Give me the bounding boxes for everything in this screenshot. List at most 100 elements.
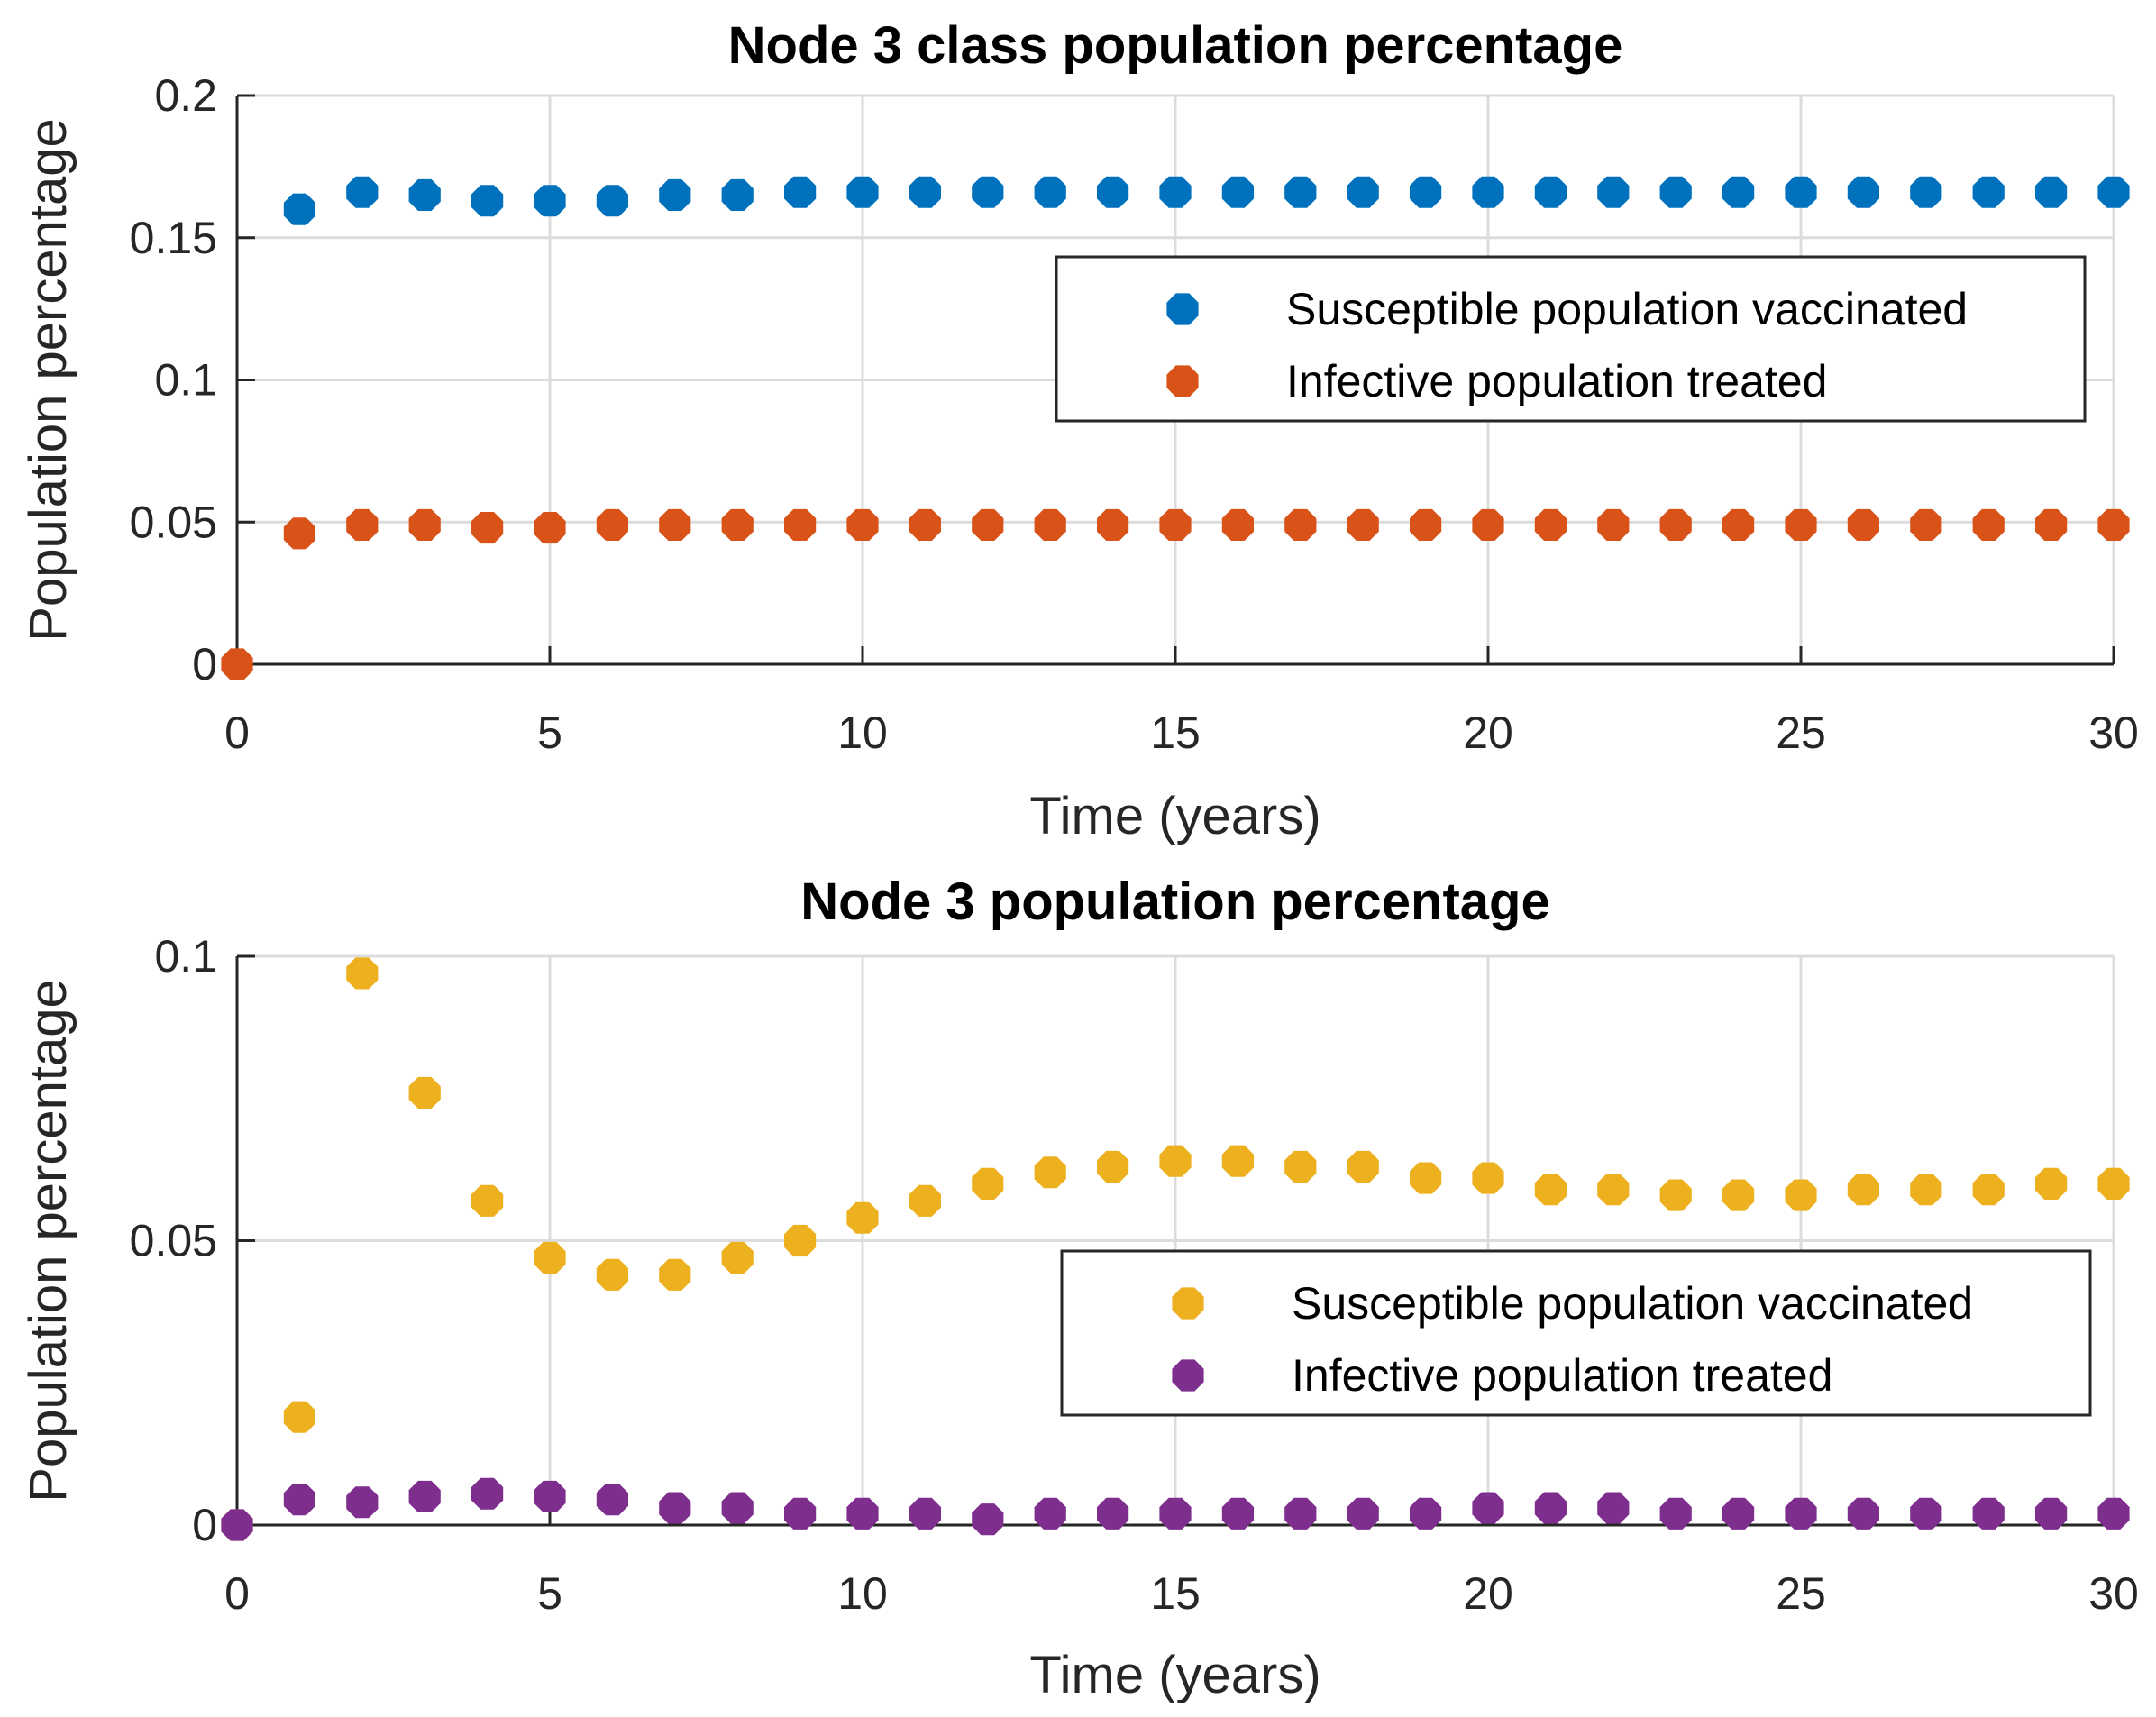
data-point	[909, 1184, 941, 1217]
data-point	[1410, 508, 1442, 541]
data-point	[1722, 1179, 1755, 1211]
data-point	[1597, 1174, 1630, 1206]
x-tick-label: 25	[1776, 708, 1826, 758]
data-point	[2097, 508, 2130, 541]
data-point	[846, 1201, 879, 1234]
data-point	[784, 1224, 817, 1257]
legend: Susceptible population vaccinated Infecti…	[1055, 255, 2087, 423]
data-point	[1410, 176, 1442, 208]
data-point	[408, 508, 441, 541]
data-point	[283, 517, 315, 550]
legend-box	[1055, 255, 2087, 423]
data-point	[1972, 1174, 2005, 1206]
data-point	[1034, 1497, 1066, 1530]
data-point	[471, 185, 504, 217]
data-point	[1221, 508, 1254, 541]
x-tick-label: 5	[537, 1568, 562, 1619]
y-axis-label: Population percentage	[19, 979, 78, 1502]
y-tick-label: 0.2	[154, 70, 217, 121]
x-tick-label: 30	[2088, 708, 2139, 758]
x-tick-label: 15	[1150, 708, 1201, 758]
y-tick-label: 0	[192, 1500, 217, 1550]
data-point	[659, 508, 691, 541]
data-point	[784, 508, 817, 541]
data-point	[1097, 176, 1129, 208]
x-tick-label: 20	[1463, 708, 1513, 758]
data-point	[1659, 1179, 1692, 1211]
data-point	[1847, 176, 1879, 208]
legend-marker	[1172, 1287, 1204, 1320]
data-point	[1472, 508, 1504, 541]
data-point	[1534, 1174, 1567, 1206]
data-point	[408, 1480, 441, 1512]
y-tick-label: 0.1	[154, 931, 217, 982]
data-point	[1347, 1497, 1379, 1530]
data-point	[2035, 176, 2068, 208]
data-point	[2097, 1167, 2130, 1200]
data-point	[721, 508, 754, 541]
data-point	[1722, 508, 1755, 541]
data-point	[659, 1492, 691, 1524]
legend-label: Infective population treated	[1286, 356, 1827, 406]
y-tick-label: 0.05	[130, 1216, 217, 1266]
x-tick-label: 0	[224, 708, 250, 758]
data-point	[2035, 1167, 2068, 1200]
data-point	[972, 508, 1004, 541]
data-point	[1785, 1497, 1817, 1530]
data-point	[721, 178, 754, 211]
data-point	[846, 508, 879, 541]
x-tick-label: 5	[537, 708, 562, 758]
data-point	[1785, 508, 1817, 541]
data-point	[471, 1184, 504, 1217]
data-point	[471, 1477, 504, 1510]
data-point	[221, 648, 253, 680]
x-tick-label: 10	[837, 708, 888, 758]
series-infective-population-treated	[221, 508, 2130, 680]
data-point	[1284, 1150, 1317, 1183]
data-point	[1972, 508, 2005, 541]
data-point	[1410, 1162, 1442, 1194]
data-point	[1534, 176, 1567, 208]
data-point	[1221, 1497, 1254, 1530]
data-point	[534, 185, 566, 217]
data-point	[784, 176, 817, 208]
data-point	[1159, 508, 1192, 541]
data-point	[1159, 176, 1192, 208]
data-point	[972, 1503, 1004, 1536]
data-point	[1347, 1150, 1379, 1183]
chart-class-population: 0 5 10 15 20 25 30 0 0.05 0.1 0.15 0.2 Node 3 class …	[19, 16, 2139, 845]
data-point	[909, 508, 941, 541]
data-point	[283, 1401, 315, 1433]
legend-label: Susceptible population vaccinated	[1292, 1278, 1973, 1329]
data-point	[1534, 508, 1567, 541]
data-point	[2035, 508, 2068, 541]
data-point	[1284, 176, 1317, 208]
data-point	[596, 185, 628, 217]
data-point	[972, 176, 1004, 208]
x-tick-label: 10	[837, 1568, 888, 1619]
x-tick-label: 15	[1150, 1568, 1201, 1619]
data-point	[1034, 1156, 1066, 1189]
data-point	[408, 1076, 441, 1109]
legend-box	[1060, 1249, 2092, 1417]
data-point	[1597, 508, 1630, 541]
data-point	[1472, 1162, 1504, 1194]
data-point	[1472, 1492, 1504, 1524]
legend-marker	[1172, 1359, 1204, 1392]
data-point	[346, 957, 379, 990]
data-point	[1097, 508, 1129, 541]
series-susceptible-population-vaccinated	[283, 176, 2130, 225]
legend-label: Infective population treated	[1292, 1350, 1832, 1401]
data-point	[1347, 508, 1379, 541]
data-point	[1472, 176, 1504, 208]
y-tick-label: 0.1	[154, 355, 217, 406]
data-point	[1910, 1497, 1942, 1530]
data-point	[2035, 1497, 2068, 1530]
data-point	[1722, 176, 1755, 208]
data-point	[1910, 1174, 1942, 1206]
data-point	[1159, 1145, 1192, 1177]
data-point	[1034, 176, 1066, 208]
data-point	[1597, 176, 1630, 208]
data-point	[534, 512, 566, 544]
